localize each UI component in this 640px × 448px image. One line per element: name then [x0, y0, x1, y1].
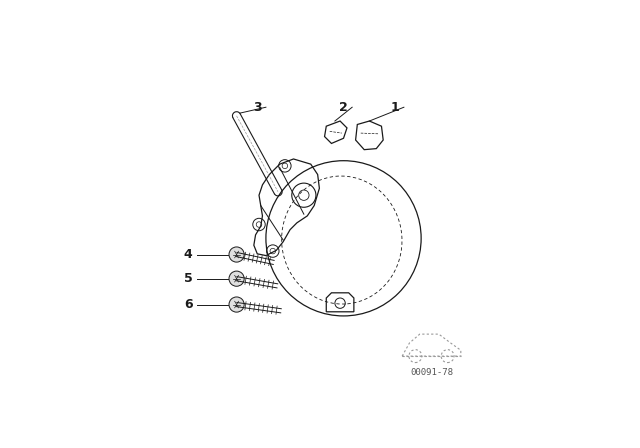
Text: 2: 2: [339, 101, 348, 114]
Text: 3: 3: [253, 101, 262, 114]
Circle shape: [229, 297, 244, 312]
Text: 6: 6: [184, 298, 193, 311]
Text: 00091-78: 00091-78: [410, 368, 453, 377]
Circle shape: [229, 247, 244, 262]
Text: 4: 4: [184, 248, 193, 261]
Text: 1: 1: [391, 101, 399, 114]
Circle shape: [229, 271, 244, 286]
Text: 5: 5: [184, 272, 193, 285]
